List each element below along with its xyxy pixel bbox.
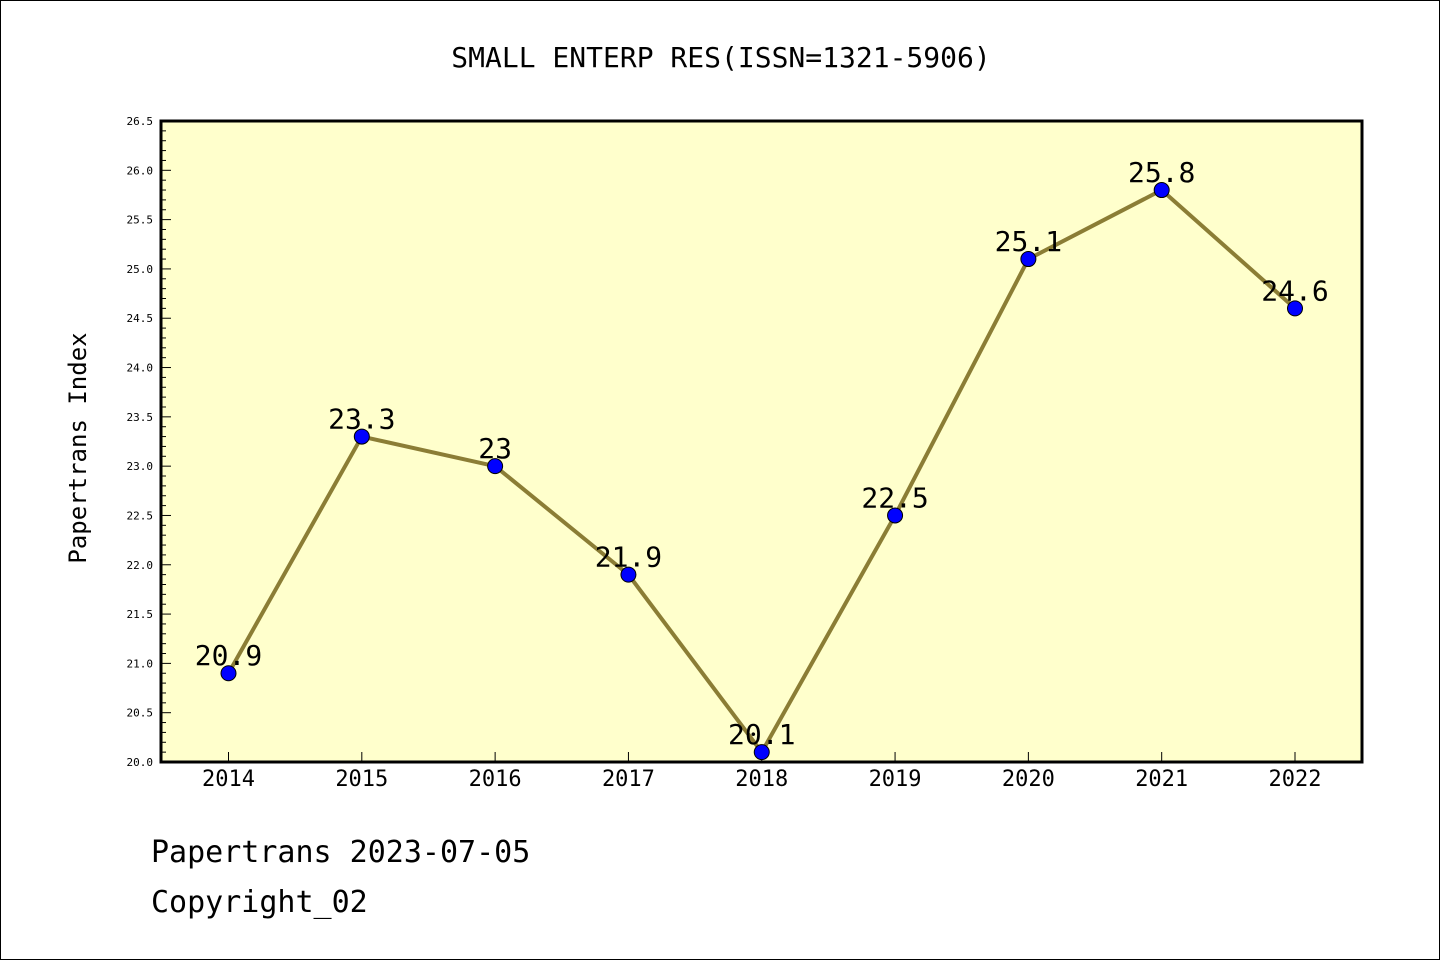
chart-title: SMALL ENTERP RES(ISSN=1321-5906) xyxy=(451,41,990,74)
x-tick-label: 2014 xyxy=(202,767,255,792)
data-label: 22.5 xyxy=(861,481,928,514)
y-tick-label: 21.5 xyxy=(127,608,154,621)
data-point-marker xyxy=(1153,182,1170,199)
y-tick-label: 22.0 xyxy=(127,559,154,572)
data-point-marker xyxy=(1287,300,1303,317)
y-tick-label: 25.0 xyxy=(127,263,154,276)
y-tick-label: 24.0 xyxy=(127,362,154,375)
y-tick-label: 24.5 xyxy=(127,312,154,325)
plot-area: 20.0 20.5 21.0 21.5 22.0 22.5 23.0 23.5 24.0 24.5… xyxy=(127,115,1364,792)
data-point-marker xyxy=(487,458,504,475)
y-tick-label: 26.5 xyxy=(127,115,154,128)
y-tick-label: 22.5 xyxy=(127,509,154,522)
x-tick-label: 2018 xyxy=(735,767,788,792)
x-tick-label: 2019 xyxy=(869,767,922,792)
y-tick-label: 25.5 xyxy=(127,214,154,227)
x-tick-label: 2015 xyxy=(335,767,388,792)
x-tick-label: 2022 xyxy=(1269,767,1322,792)
y-tick-label: 20.5 xyxy=(127,707,154,720)
data-point-marker xyxy=(220,665,237,682)
plot-background xyxy=(161,121,1362,762)
data-point-marker xyxy=(353,428,370,445)
data-label: 20.9 xyxy=(195,639,262,672)
x-tick-label: 2017 xyxy=(602,767,655,792)
y-tick-label: 26.0 xyxy=(127,164,154,177)
y-tick-label: 21.0 xyxy=(127,657,154,670)
data-label: 25.1 xyxy=(995,225,1062,258)
y-axis-label: Papertrans Index xyxy=(64,332,92,563)
y-tick-label: 23.5 xyxy=(127,411,154,424)
data-point-marker xyxy=(753,744,770,761)
data-label: 23 xyxy=(478,432,512,465)
plot-frame xyxy=(159,119,1364,764)
footer-date-text: Papertrans 2023-07-05 xyxy=(151,835,531,870)
data-point-marker xyxy=(620,566,637,583)
x-tick-label: 2020 xyxy=(1002,767,1055,792)
data-label: 21.9 xyxy=(595,541,662,574)
data-point-marker xyxy=(887,507,904,524)
data-label: 25.8 xyxy=(1128,156,1195,189)
y-tick-label: 20.0 xyxy=(127,756,154,769)
data-point-marker xyxy=(1020,251,1037,268)
data-label: 23.3 xyxy=(328,403,395,436)
footer-copyright-text: Copyright_02 xyxy=(151,885,368,920)
data-label: 20.1 xyxy=(728,718,795,751)
x-tick-label: 2016 xyxy=(469,767,522,792)
data-label: 24.6 xyxy=(1261,274,1328,307)
x-tick-label: 2021 xyxy=(1135,767,1188,792)
y-tick-label: 23.0 xyxy=(127,460,154,473)
